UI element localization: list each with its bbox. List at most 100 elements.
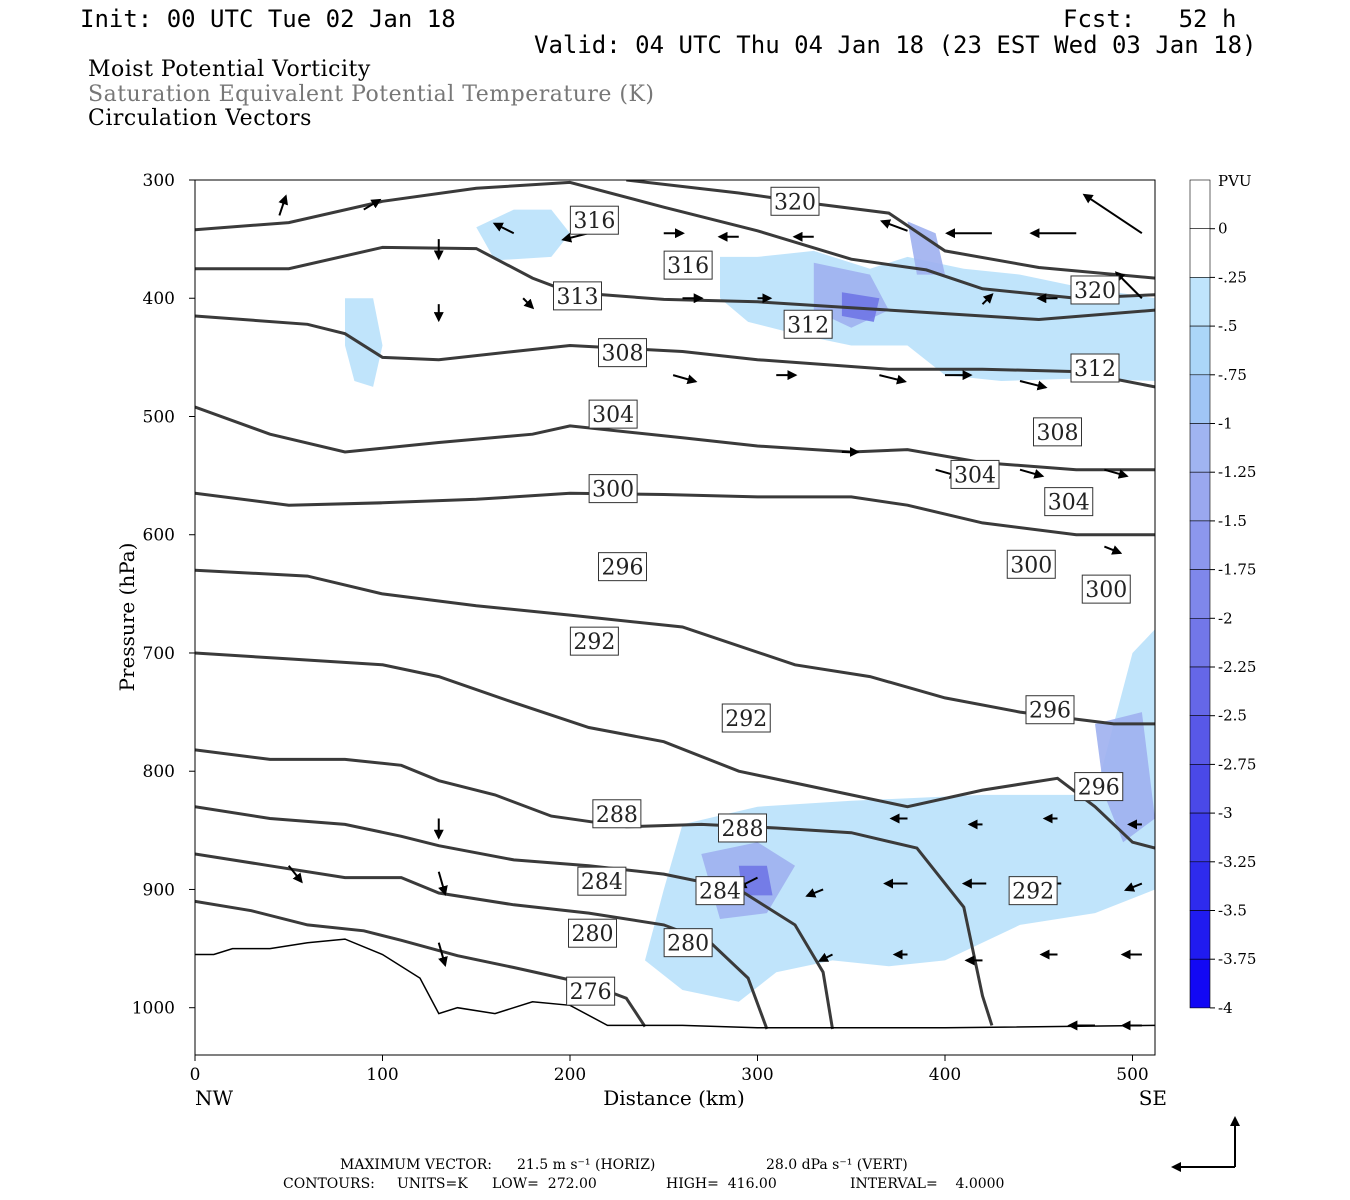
contour-label: 308 — [598, 338, 647, 368]
contour-label-text: 288 — [596, 803, 638, 828]
colorbar-tick-label: -2.25 — [1218, 658, 1256, 676]
contour-label-text: 312 — [1074, 357, 1116, 382]
contour-label: 296 — [1025, 695, 1075, 725]
contour-label-text: 316 — [573, 209, 615, 234]
contour-label: 320 — [770, 186, 820, 216]
contour-label-text: 320 — [1074, 279, 1116, 304]
field-title-theta-es: Saturation Equivalent Potential Temperat… — [88, 82, 655, 107]
contour-label: 284 — [695, 876, 745, 906]
field-title-mpv: Moist Potential Vorticity — [88, 57, 371, 82]
contour-label: 304 — [1044, 487, 1094, 517]
contour-label-text: 320 — [774, 190, 816, 215]
contours-label: CONTOURS: — [283, 1176, 375, 1192]
y-tick-label: 400 — [143, 289, 175, 309]
circulation-vector — [1114, 271, 1143, 299]
contour-label: 296 — [598, 552, 647, 582]
colorbar-swatch — [1189, 715, 1211, 765]
circulation-vector — [672, 374, 698, 385]
contour-label-box — [566, 976, 616, 1006]
contour-label-box — [721, 703, 771, 733]
colorbar-swatch — [1189, 520, 1211, 570]
y-tick-label: 500 — [143, 407, 175, 427]
contours-high: HIGH= 416.00 — [666, 1176, 777, 1192]
pv-region — [476, 209, 570, 261]
field-title-vectors: Circulation Vectors — [88, 106, 312, 131]
y-axis-label: Pressure (hPa) — [115, 543, 139, 692]
valid-time: Valid: 04 UTC Thu 04 Jan 18 (23 EST Wed … — [534, 31, 1257, 59]
colorbar-swatch — [1189, 666, 1211, 717]
circulation-vector-layer — [278, 193, 1143, 1031]
contour-label-text: 312 — [787, 313, 829, 338]
contour-label-box — [588, 399, 638, 429]
plot-frame — [194, 179, 1156, 1056]
circulation-vector — [278, 194, 288, 216]
circulation-vector — [363, 198, 382, 211]
colorbar-swatch — [1189, 569, 1211, 619]
contour-label-text: 313 — [557, 285, 599, 310]
contour-label-text: 296 — [602, 556, 644, 581]
contour-label-box — [568, 918, 617, 948]
contour-label-text: 280 — [572, 922, 614, 947]
x-tick-label: 100 — [366, 1065, 398, 1085]
x-tick-label: 400 — [929, 1065, 961, 1085]
contour-label-box — [1081, 574, 1131, 604]
colorbar-swatch — [1189, 617, 1211, 668]
contour-label-box — [569, 626, 619, 656]
circulation-vector — [1104, 468, 1129, 479]
pv-shading-layer — [345, 209, 1155, 1002]
x-axis-label: Distance (km) — [603, 1086, 745, 1110]
x-tick-label: 300 — [741, 1065, 773, 1085]
circulation-vector — [880, 219, 908, 232]
reference-vector-icon — [1171, 1116, 1240, 1172]
contours-units: UNITS=K — [397, 1176, 468, 1192]
theta-es-contour-313 — [195, 245, 1155, 322]
theta-es-contour-308 — [195, 405, 1155, 472]
circulation-vector — [817, 952, 833, 962]
contour-label: 313 — [553, 281, 602, 311]
colorbar-tick-label: -1.25 — [1218, 463, 1256, 481]
contour-label-box — [663, 928, 713, 958]
pv-region — [345, 298, 383, 387]
y-tick-label: 1000 — [132, 999, 175, 1019]
x-end-label-se: SE — [1139, 1086, 1167, 1110]
circulation-vector — [805, 888, 824, 898]
colorbar-swatch — [1189, 910, 1211, 960]
x-tick-label: 500 — [1116, 1065, 1148, 1085]
contour-label-text: 300 — [592, 478, 634, 503]
max-vector-label: MAXIMUM VECTOR: — [340, 1157, 492, 1173]
colorbar-tick-label: -1.5 — [1218, 512, 1247, 530]
contour-label-box — [553, 281, 602, 311]
colorbar-tick-label: -3 — [1218, 804, 1233, 822]
contour-label-text: 292 — [573, 630, 615, 655]
colorbar-swatch — [1189, 325, 1211, 376]
y-tick-label: 700 — [143, 644, 175, 664]
colorbar-swatch — [1189, 423, 1211, 473]
colorbar-swatch — [1189, 861, 1211, 911]
contour-label: 280 — [568, 918, 617, 948]
terrain-line — [195, 938, 1155, 1029]
contour-label-box — [1070, 353, 1120, 383]
pv-region — [907, 221, 945, 275]
contour-label-box — [770, 186, 820, 216]
contour-label-text: 296 — [1078, 776, 1120, 801]
contour-label-box — [1008, 876, 1058, 906]
colorbar-tick-label: -1 — [1218, 415, 1233, 433]
contour-label-box — [695, 876, 745, 906]
contour-label-box — [718, 813, 767, 843]
contour-label-text: 296 — [1029, 699, 1071, 724]
colorbar-tick-label: -.25 — [1218, 268, 1247, 286]
contour-label: 284 — [577, 866, 627, 896]
contour-label-text: 284 — [581, 870, 623, 895]
circulation-vector — [492, 222, 515, 235]
y-tick-label: 800 — [143, 762, 175, 782]
colorbar-unit-label: PVU — [1218, 172, 1252, 190]
colorbar-tick-label: 0 — [1218, 220, 1228, 238]
contour-label-box — [1006, 549, 1056, 579]
theta-es-contour-304 — [195, 491, 1155, 537]
contour-label: 308 — [1033, 417, 1082, 447]
circulation-vector — [437, 871, 448, 897]
colorbar-tick-label: -.75 — [1218, 366, 1247, 384]
contour-label-box — [950, 459, 1000, 489]
contour-label-text: 304 — [592, 403, 634, 428]
